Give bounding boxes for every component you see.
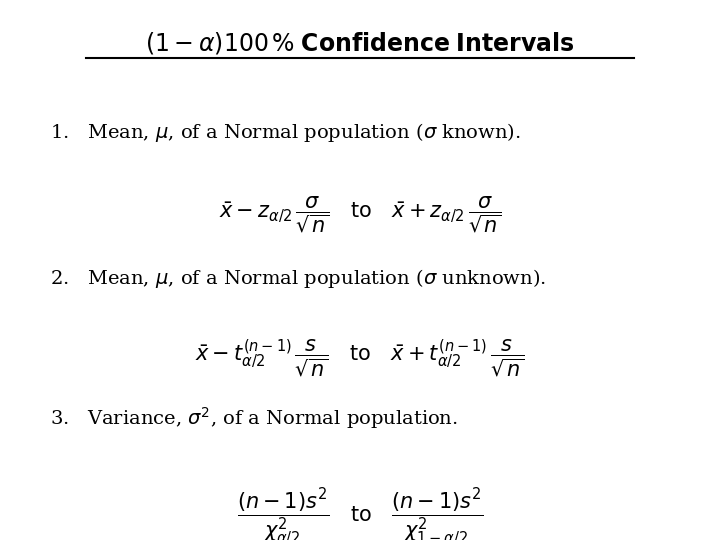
Text: $\bar{x} - z_{\alpha/2}\,\dfrac{\sigma}{\sqrt{n}}\quad\mathrm{to}\quad\bar{x} + : $\bar{x} - z_{\alpha/2}\,\dfrac{\sigma}{…	[219, 194, 501, 235]
Text: $\dfrac{(n-1)s^2}{\chi^2_{\alpha/2}}\quad\mathrm{to}\quad\dfrac{(n-1)s^2}{\chi^2: $\dfrac{(n-1)s^2}{\chi^2_{\alpha/2}}\qua…	[237, 486, 483, 540]
Text: 1.   Mean, $\mu$, of a Normal population ($\sigma$ known).: 1. Mean, $\mu$, of a Normal population (…	[50, 122, 521, 145]
Text: $(1 - \alpha)100\,\%\;\mathbf{Confidence\;Intervals}$: $(1 - \alpha)100\,\%\;\mathbf{Confidence…	[145, 30, 575, 56]
Text: $\bar{x} - t_{\alpha/2}^{(n-1)}\,\dfrac{s}{\sqrt{n}}\quad\mathrm{to}\quad\bar{x}: $\bar{x} - t_{\alpha/2}^{(n-1)}\,\dfrac{…	[195, 338, 525, 379]
Text: 2.   Mean, $\mu$, of a Normal population ($\sigma$ unknown).: 2. Mean, $\mu$, of a Normal population (…	[50, 267, 546, 291]
Text: 3.   Variance, $\sigma^2$, of a Normal population.: 3. Variance, $\sigma^2$, of a Normal pop…	[50, 405, 459, 431]
